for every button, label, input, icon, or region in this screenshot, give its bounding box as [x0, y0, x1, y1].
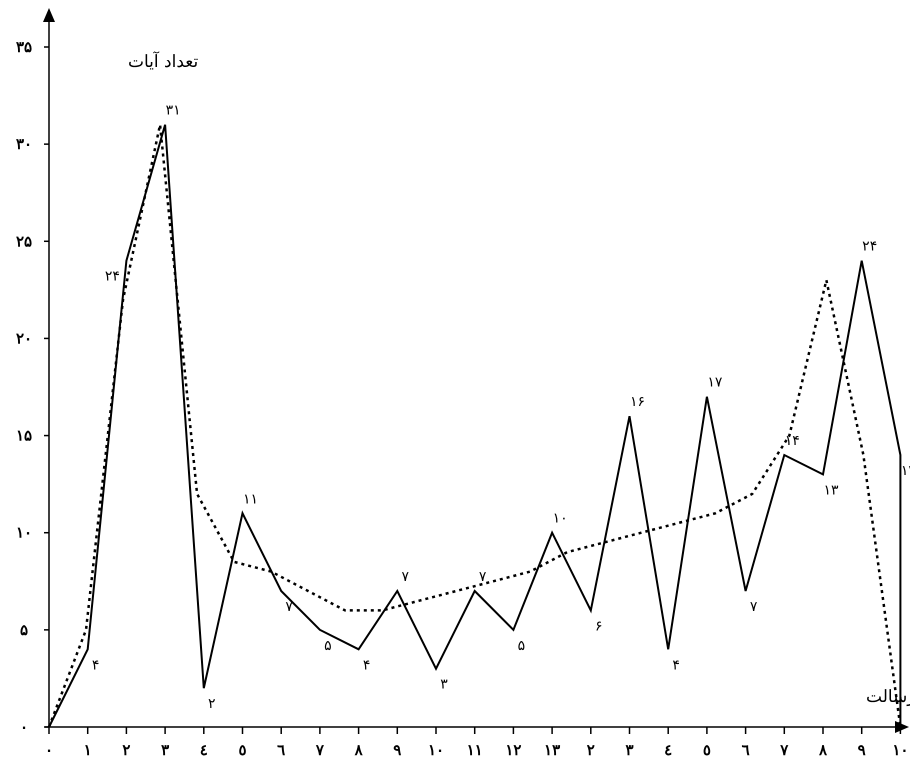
x-tick-label: ١	[84, 741, 92, 759]
x-tick-label: ٨	[354, 741, 364, 759]
x-tick-label: ٦	[742, 741, 750, 759]
data-label: ۵	[324, 638, 332, 654]
y-tick-label: ۵	[20, 621, 28, 639]
y-axis-title: تعداد آیات	[128, 50, 198, 72]
data-label: ۷	[750, 599, 758, 615]
data-label: ۴	[92, 657, 100, 673]
x-tick-label: ٣	[161, 741, 169, 759]
data-label: ۷	[402, 569, 410, 585]
data-label: ۱۴	[785, 433, 800, 449]
data-label: ۱۶	[630, 394, 645, 410]
x-tick-label: ٨	[818, 741, 828, 759]
x-tick-label: ٢	[122, 741, 130, 759]
data-label: ۵	[518, 638, 526, 654]
x-axis-arrow	[895, 721, 909, 733]
data-label: ۱۳	[823, 482, 839, 498]
data-label: ۱۰	[553, 511, 568, 527]
x-tick-label: ١٠	[892, 741, 908, 759]
data-label: ۷	[285, 599, 293, 615]
x-tick-label: ۰	[45, 741, 53, 759]
data-label: ۲۴	[105, 269, 120, 285]
x-tick-label: ٤	[200, 741, 208, 759]
x-tick-label: ١٢	[505, 741, 521, 759]
x-tick-label: ٣	[625, 741, 633, 759]
x-tick-label: ٩	[858, 741, 866, 759]
x-tick-label: ٥	[238, 741, 246, 759]
data-label: ۷	[479, 569, 487, 585]
y-tick-label: ۳۰	[16, 135, 32, 153]
y-tick-label: ۲۰	[16, 329, 32, 347]
data-label: ۱۱	[243, 491, 258, 507]
x-tick-label: ٦	[277, 741, 285, 759]
series-line-dotted	[47, 124, 902, 728]
data-label: ۱۴	[901, 463, 910, 479]
y-tick-label: ۰	[20, 718, 28, 736]
data-label: ۲	[208, 696, 216, 712]
series-line-solid	[48, 124, 902, 728]
data-label: ۱۷	[707, 375, 723, 391]
y-tick-label: ۱۰	[16, 524, 32, 542]
x-tick-label: ٥	[703, 741, 711, 759]
data-labels: ۴ ۲۴ ۳۱ ۲ ۱۱ ۷ ۵ ۴ ۷ ۳ ۷ ۵ ۱۰ ۶ ۱۶ ۴ ۱۷ ۷ ۱۴ ۱۳ ۲۴ ۱۴	[92, 103, 910, 712]
x-axis-title: سال‌های رسالت	[866, 687, 910, 707]
data-label: ۳	[440, 677, 448, 693]
axes	[43, 8, 909, 733]
y-tick-label: ۳۵	[16, 38, 32, 56]
data-label: ۶	[595, 618, 603, 634]
x-tick-label: ١٠	[428, 741, 444, 759]
y-tick-label: ۱۵	[16, 427, 32, 445]
y-axis-arrow	[43, 8, 55, 22]
x-tick-label: ٢	[587, 741, 595, 759]
data-label: ۴	[672, 657, 680, 673]
x-ticks: ۰ ١ ٢ ٣ ٤ ٥ ٦ ٧ ٨ ٩ ١٠ ١١ ١٢ ١٣ ٢ ٣ ٤ ٥ ٦ ٧ ٨ ٩ ١٠	[45, 727, 908, 759]
data-label: ۳۱	[166, 103, 181, 119]
y-ticks: ۰ ۵ ۱۰ ۱۵ ۲۰ ۲۵ ۳۰ ۳۵	[16, 38, 49, 736]
series-layer	[47, 124, 902, 728]
y-tick-label: ۲۵	[16, 232, 32, 250]
x-tick-label: ٩	[393, 741, 401, 759]
data-label: ۲۴	[862, 239, 877, 255]
x-tick-label: ١١	[467, 741, 483, 759]
x-tick-label: ٧	[315, 741, 325, 759]
x-tick-label: ٤	[664, 741, 672, 759]
x-tick-label: ٧	[779, 741, 789, 759]
data-label: ۴	[363, 657, 371, 673]
x-tick-label: ١٣	[544, 741, 560, 759]
